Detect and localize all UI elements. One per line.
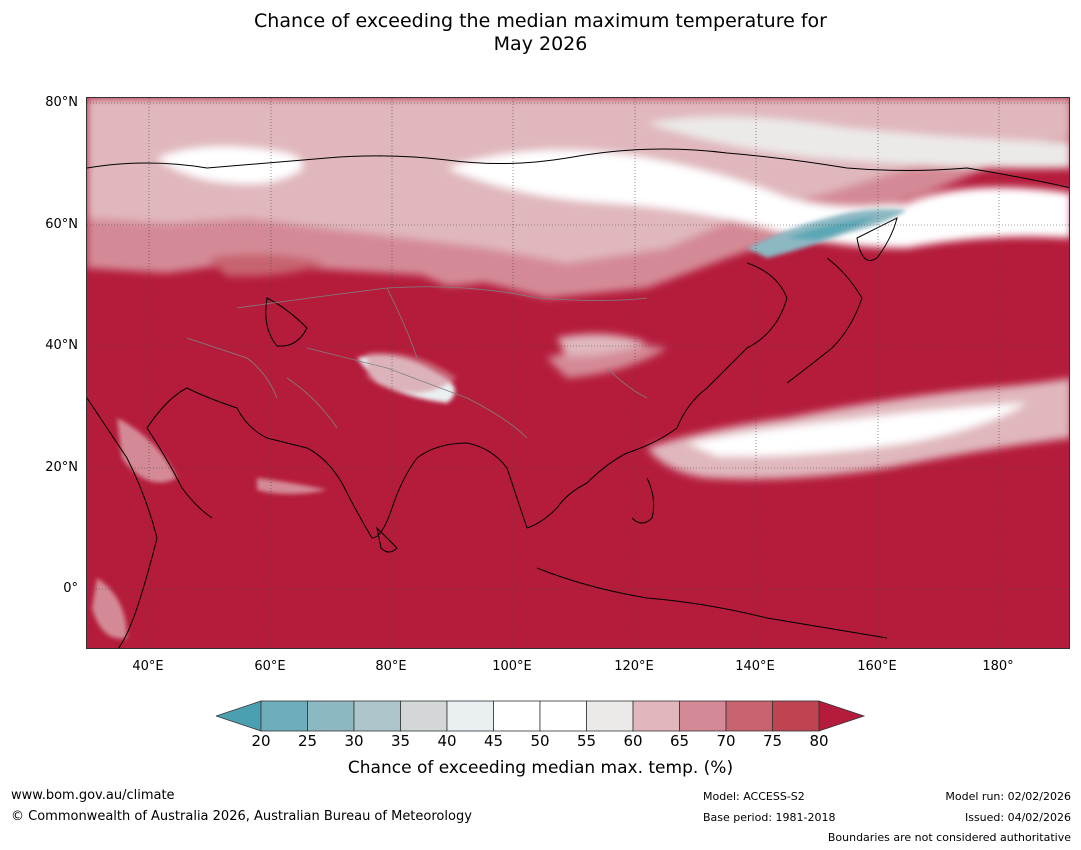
map-canvas <box>87 98 1069 648</box>
colorbar-tick-label: 35 <box>390 732 411 750</box>
colorbar-tick-label: 70 <box>716 732 736 750</box>
colorbar-label: Chance of exceeding median max. temp. (%… <box>347 758 734 778</box>
colorbar-cell <box>539 700 587 732</box>
title-line-2: May 2026 <box>493 33 588 55</box>
chart-title: Chance of exceeding the median maximum t… <box>0 10 1081 56</box>
footer-disclaimer: Boundaries are not considered authoritat… <box>827 831 1071 844</box>
colorbar-tick-label: 80 <box>809 732 829 750</box>
lat-label-60n: 60°N <box>45 217 78 232</box>
colorbar-tick-label: 45 <box>483 732 504 750</box>
arabia-pale-streaks <box>92 418 327 639</box>
colorbar-tick-label: 40 <box>437 732 457 750</box>
footer-copyright: © Commonwealth of Australia 2026, Austra… <box>11 809 472 824</box>
lon-label-180: 180° <box>982 659 1014 674</box>
pacific-pale-plume <box>547 334 1069 480</box>
footer-url: www.bom.gov.au/climate <box>11 788 175 803</box>
lon-label-80e: 80°E <box>375 659 407 674</box>
northern-pale-band <box>87 98 1069 298</box>
cool-anomaly-area <box>747 209 907 258</box>
colorbar-cell <box>400 700 448 732</box>
lon-label-120e: 120°E <box>614 659 654 674</box>
lon-label-40e: 40°E <box>132 659 164 674</box>
colorbar-tick-label: 25 <box>297 732 318 750</box>
colorbar-tick-label: 50 <box>530 732 550 750</box>
colorbar-tick-label: 75 <box>762 732 783 750</box>
colorbar-cell <box>307 700 355 732</box>
colorbar-extend-high <box>818 700 866 732</box>
colorbar-cell <box>586 700 634 732</box>
colorbar-cell <box>446 700 494 732</box>
colorbar-tick-label: 20 <box>251 732 271 750</box>
colorbar <box>216 700 866 732</box>
lat-label-80n: 80°N <box>45 95 78 110</box>
colorbar-extend-low <box>216 700 262 732</box>
footer-model-run: Model run: 02/02/2026 <box>945 790 1071 803</box>
footer-model: Model: ACCESS-S2 <box>703 790 805 803</box>
colorbar-cell <box>772 700 820 732</box>
tibet-pale-patch <box>357 352 457 403</box>
country-borders <box>186 286 648 439</box>
lat-label-20n: 20°N <box>45 460 78 475</box>
lon-label-160e: 160°E <box>857 659 897 674</box>
forecast-map <box>86 97 1070 649</box>
colorbar-cell <box>679 700 727 732</box>
coastlines <box>87 148 1069 648</box>
colorbar-cell <box>493 700 541 732</box>
footer-base-period: Base period: 1981-2018 <box>703 811 836 824</box>
footer-issued: Issued: 04/02/2026 <box>964 811 1071 824</box>
colorbar-cell <box>260 700 308 732</box>
title-line-1: Chance of exceeding the median maximum t… <box>254 10 827 32</box>
colorbar-tick-label: 30 <box>344 732 364 750</box>
graticule <box>87 98 1069 648</box>
lat-label-0: 0° <box>63 581 78 596</box>
lon-label-60e: 60°E <box>254 659 286 674</box>
colorbar-cell <box>725 700 773 732</box>
colorbar-tick-label: 60 <box>623 732 643 750</box>
colorbar-cell <box>353 700 401 732</box>
lat-label-40n: 40°N <box>45 338 78 353</box>
colorbar-tick-label: 55 <box>576 732 597 750</box>
lon-label-100e: 100°E <box>492 659 532 674</box>
lon-label-140e: 140°E <box>735 659 775 674</box>
colorbar-cell <box>632 700 680 732</box>
colorbar-tick-label: 65 <box>669 732 690 750</box>
